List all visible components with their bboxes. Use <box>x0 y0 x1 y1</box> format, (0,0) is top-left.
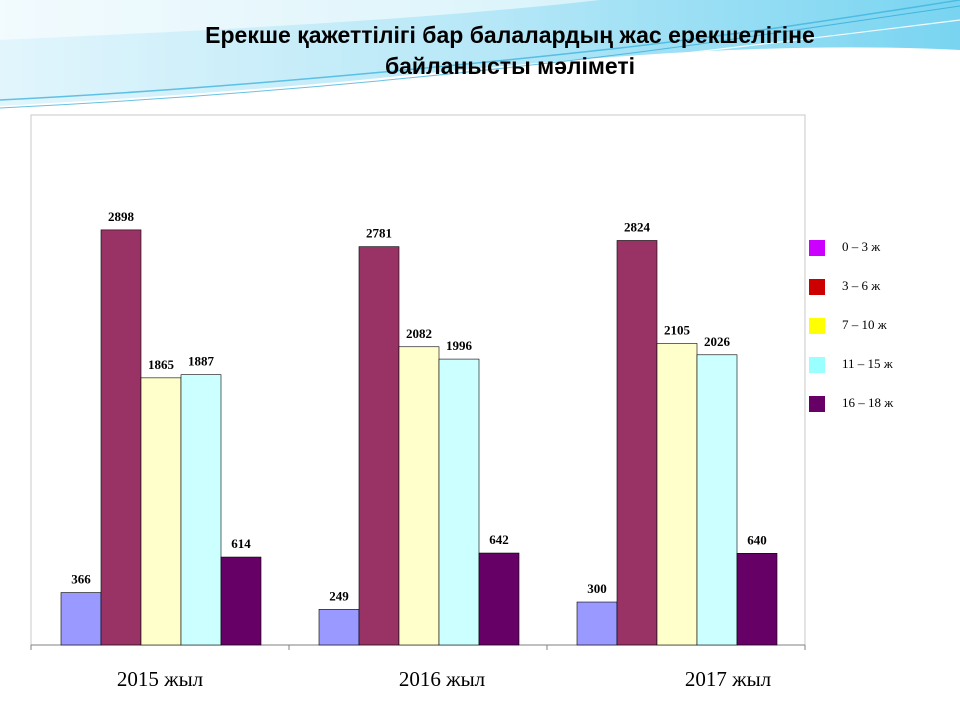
data-label: 2105 <box>664 322 691 337</box>
data-label: 300 <box>587 581 607 596</box>
legend-swatch <box>809 357 825 373</box>
legend-swatch <box>809 318 825 334</box>
data-label: 642 <box>489 532 509 547</box>
bar <box>478 552 520 646</box>
legend-label: 3 – 6 ж <box>842 278 881 293</box>
data-label: 366 <box>71 572 91 587</box>
bars <box>60 229 778 646</box>
data-label: 1865 <box>148 357 175 372</box>
bar <box>140 377 182 646</box>
header-wave-decoration <box>0 0 960 113</box>
bar <box>736 553 778 646</box>
legend-swatch <box>809 240 825 256</box>
legend-item: 3 – 6 ж <box>806 277 922 297</box>
data-label: 2898 <box>108 209 135 224</box>
category-label: 2016 жыл <box>399 667 485 691</box>
bar <box>438 358 480 646</box>
x-axis-ticks <box>30 645 806 650</box>
bar <box>60 592 102 646</box>
bar <box>180 374 222 646</box>
legend-label: 7 – 10 ж <box>842 317 887 332</box>
legend-item: 0 – 3 ж <box>806 238 922 258</box>
legend-swatch <box>809 396 825 412</box>
bar <box>576 601 618 646</box>
category-label: 2015 жыл <box>117 667 203 691</box>
data-labels: 366 2898 1865 1887 614 249 2781 2082 1996 642 300 2… <box>71 209 767 603</box>
data-label: 2824 <box>624 219 651 234</box>
data-label: 2082 <box>406 326 432 341</box>
legend-item: 11 – 15 ж <box>806 355 922 375</box>
bar <box>696 354 738 646</box>
bar <box>220 556 262 646</box>
data-label: 249 <box>329 588 349 603</box>
slide-title-line-1: Ерекше қажеттілігі бар балалардың жас ер… <box>205 22 815 48</box>
legend-label: 11 – 15 ж <box>842 356 893 371</box>
slide-title: Ерекше қажеттілігі бар балалардың жас ер… <box>60 20 960 82</box>
legend-swatch <box>809 279 825 295</box>
data-label: 640 <box>747 532 767 547</box>
bar <box>656 343 698 646</box>
bar <box>358 246 400 646</box>
category-label: 2017 жыл <box>685 667 771 691</box>
data-label: 2781 <box>366 226 392 241</box>
data-label: 1887 <box>188 354 215 369</box>
legend-item: 7 – 10 ж <box>806 316 922 336</box>
data-label: 614 <box>231 536 251 551</box>
legend-item: 16 – 18 ж <box>806 394 922 414</box>
slide-title-line-2: байланысты мәліметі <box>384 53 636 79</box>
bar <box>398 346 440 646</box>
legend: 0 – 3 ж 3 – 6 ж 7 – 10 ж 11 – 15 ж 16 – 18 ж <box>806 222 922 442</box>
bar <box>318 609 360 646</box>
bar <box>616 240 658 646</box>
data-label: 1996 <box>446 338 473 353</box>
legend-label: 16 – 18 ж <box>842 395 894 410</box>
data-label: 2026 <box>704 334 731 349</box>
bar <box>100 229 142 646</box>
legend-label: 0 – 3 ж <box>842 239 881 254</box>
category-labels: 2015 жыл 2016 жыл 2017 жыл <box>117 667 771 691</box>
